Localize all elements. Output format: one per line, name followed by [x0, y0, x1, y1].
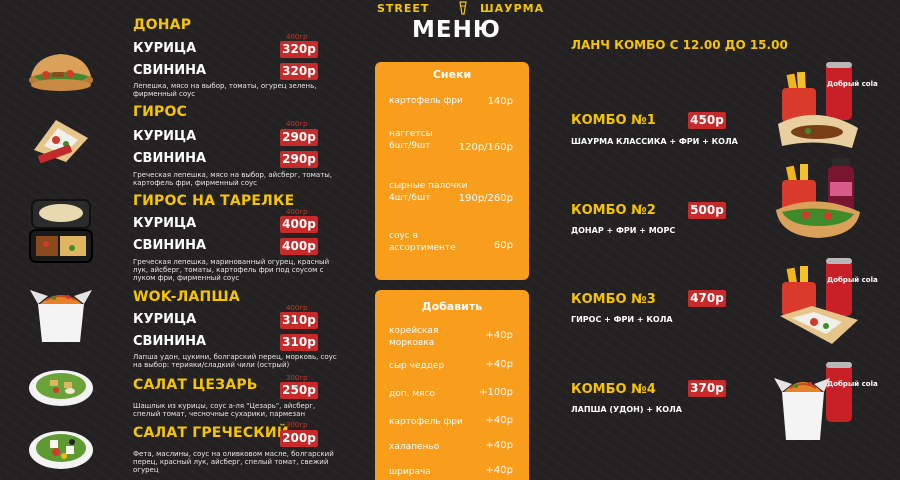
addon-price: +40р: [485, 330, 513, 341]
combo-image: Добрый cola: [772, 254, 878, 350]
weight-label: 400гр: [286, 208, 308, 216]
snack-price: 60р: [493, 240, 513, 251]
addon-price: +40р: [485, 465, 513, 476]
combo-name: КОМБО №2: [571, 203, 656, 218]
price-badge: 400р: [280, 216, 318, 233]
price-badge: 400р: [280, 238, 318, 255]
combo-name: КОМБО №1: [571, 113, 656, 128]
item-description: Лепешка, мясо на выбор, томаты, огурец з…: [133, 82, 317, 98]
combo-price-badge: 370р: [688, 380, 726, 397]
addons-title: Добавить: [421, 300, 483, 313]
lunch-combo-title: ЛАНЧ КОМБО С 12.00 ДО 15.00: [571, 38, 788, 52]
page-title: МЕНЮ: [412, 17, 501, 43]
item-name: КУРИЦА: [133, 129, 197, 144]
gyros-image: [26, 110, 96, 166]
combo-price-badge: 470р: [688, 290, 726, 307]
section-title-greek: САЛАТ ГРЕЧЕСКИЙ: [133, 425, 289, 441]
combo-image: Добрый cola: [772, 356, 878, 446]
drink-label: Добрый cola: [827, 276, 878, 284]
caesar-salad-image: [26, 360, 96, 410]
combo-description: ДОНАР + ФРИ + МОРС: [571, 226, 676, 235]
weight-label: 400гр: [286, 120, 308, 128]
price-badge: 310р: [280, 334, 318, 351]
addon-name: шрирача: [389, 467, 431, 477]
item-description: Шашлык из курицы, соус а-ля "Цезарь", ай…: [133, 402, 316, 418]
combo-description: ГИРОС + ФРИ + КОЛА: [571, 315, 673, 324]
combo-description: ШАУРМА КЛАССИКА + ФРИ + КОЛА: [571, 137, 738, 146]
gyros-plate-image: [26, 196, 96, 266]
snacks-title: Снеки: [432, 68, 472, 81]
weight-label: 300гр: [286, 374, 308, 382]
drink-label: Добрый cola: [827, 380, 878, 388]
snack-price: 190р/260р: [458, 193, 513, 204]
section-title-caesar: САЛАТ ЦЕЗАРЬ: [133, 377, 258, 393]
snack-name: наггетсы 6шт/9шт: [389, 129, 433, 151]
addon-name: сыр чеддер: [389, 361, 445, 371]
shawarma-logo-icon: [458, 0, 468, 15]
item-description: Фета, маслины, соус на оливковом масле, …: [133, 450, 334, 474]
snack-name: сырные палочки 4шт/6шт: [389, 181, 468, 203]
section-title-wok: WOK-ЛАПША: [133, 289, 240, 305]
item-name: СВИНИНА: [133, 63, 207, 78]
snack-name: соус в ассортименте: [389, 231, 456, 253]
addons-panel: Добавить корейская морковка +40р сыр чед…: [375, 290, 529, 480]
snacks-panel: Снеки картофель фри 140р наггетсы 6шт/9ш…: [375, 62, 529, 280]
price-badge: 290р: [280, 151, 318, 168]
item-description: Греческая лепешка, мясо на выбор, айсбер…: [133, 171, 333, 187]
addon-name: картофель фри: [389, 417, 463, 427]
addon-price: +40р: [485, 440, 513, 451]
snack-price: 120р/160р: [458, 142, 513, 153]
combo-price-badge: 450р: [688, 112, 726, 129]
combo-image: [772, 152, 868, 248]
combo-description: ЛАПША (УДОН) + КОЛА: [571, 405, 682, 414]
greek-salad-image: [26, 422, 96, 474]
section-title-gyros: ГИРОС: [133, 104, 188, 120]
weight-label: 400гр: [286, 33, 308, 41]
item-name: СВИНИНА: [133, 151, 207, 166]
combo-image: Добрый cola: [772, 58, 878, 154]
item-name: СВИНИНА: [133, 334, 207, 349]
weight-label: 300гр: [286, 421, 308, 429]
item-description: Греческая лепешка, маринованный огурец, …: [133, 258, 330, 282]
section-title-doner: ДОНАР: [133, 17, 192, 33]
addon-name: доп. мясо: [389, 389, 435, 399]
drink-label: Добрый cola: [827, 80, 878, 88]
addon-price: +40р: [485, 415, 513, 426]
addon-name: халапеньо: [389, 442, 440, 452]
weight-label: 400гр: [286, 304, 308, 312]
price-badge: 200р: [280, 430, 318, 447]
combo-name: КОМБО №3: [571, 292, 656, 307]
snack-name: картофель фри: [389, 96, 463, 106]
item-name: КУРИЦА: [133, 312, 197, 327]
price-badge: 320р: [280, 63, 318, 80]
item-name: КУРИЦА: [133, 41, 197, 56]
price-badge: 310р: [280, 312, 318, 329]
addon-name: корейская морковка: [389, 326, 439, 348]
addon-price: +40р: [485, 359, 513, 370]
doner-image: [26, 38, 96, 94]
item-name: КУРИЦА: [133, 216, 197, 231]
item-name: СВИНИНА: [133, 238, 207, 253]
brand-street: STREET: [377, 2, 430, 15]
brand-shawarma: ШАУРМА: [480, 2, 545, 15]
section-title-gyros-plate: ГИРОС НА ТАРЕЛКЕ: [133, 193, 295, 209]
price-badge: 250р: [280, 382, 318, 399]
snack-price: 140р: [487, 96, 513, 107]
price-badge: 290р: [280, 129, 318, 146]
combo-name: КОМБО №4: [571, 382, 656, 397]
wok-noodles-image: [26, 282, 96, 344]
price-badge: 320р: [280, 41, 318, 58]
combo-price-badge: 500р: [688, 202, 726, 219]
item-description: Лапша удон, цукини, болгарский перец, мо…: [133, 353, 337, 369]
addon-price: +100р: [479, 387, 513, 398]
